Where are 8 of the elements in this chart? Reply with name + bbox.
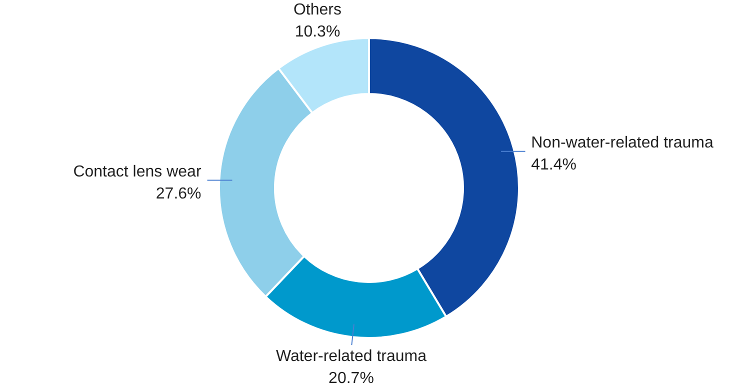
- slice-label: Water-related trauma: [276, 348, 427, 366]
- slice-label: Non-water-related trauma: [531, 134, 714, 152]
- data-label: 27.6%: [156, 185, 202, 202]
- slice-label: Others: [293, 1, 342, 18]
- data-label: 41.4%: [531, 156, 576, 174]
- data-label: 20.7%: [328, 370, 374, 388]
- slice-label: Contact lens wear: [73, 163, 202, 180]
- data-label: 10.3%: [294, 23, 340, 40]
